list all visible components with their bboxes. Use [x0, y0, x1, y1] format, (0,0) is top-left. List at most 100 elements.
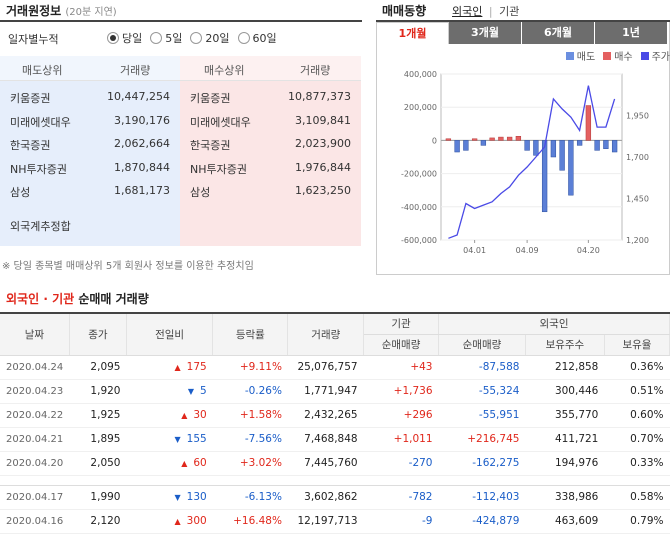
- cell-rate: +9.11%: [212, 355, 288, 380]
- sell-broker-volume: 3,190,176: [114, 113, 170, 127]
- legend-swatch: [640, 51, 649, 60]
- cell-rate: +1.58%: [212, 403, 288, 428]
- legend-label: 주가: [651, 52, 670, 63]
- period-radio-0[interactable]: 당일: [107, 30, 142, 46]
- buy-top-area: [180, 56, 361, 246]
- cell-date: 2020.04.23: [0, 379, 70, 404]
- legend-swatch: [603, 51, 612, 60]
- buy-broker-name: 한국증권: [190, 139, 231, 152]
- net-buy-bar: [489, 137, 495, 141]
- left-axis-tick: 0: [432, 136, 437, 145]
- x-axis-tick: 04.09: [516, 246, 539, 255]
- net-buy-bar: [585, 105, 592, 141]
- table-row: 2020.04.17 1,990 ▼ 130 -6.13% 3,602,862 -782 -1…: [0, 485, 670, 510]
- title-net-volume: 순매매 거래량: [78, 292, 149, 306]
- broker-info-title-text: 거래원정보: [6, 4, 62, 18]
- net-buy-bar: [576, 140, 583, 146]
- tab-period-3[interactable]: 1년: [595, 22, 668, 44]
- th-rate: 등락률: [212, 312, 289, 356]
- tab-period-2[interactable]: 6개월: [522, 22, 595, 44]
- header-buy-top: 매수상위: [204, 64, 245, 77]
- cell-frg-net: -55,951: [438, 403, 526, 428]
- period-radio-1[interactable]: 5일: [150, 30, 182, 46]
- institution-link[interactable]: 기관: [499, 5, 520, 18]
- period-radio-3[interactable]: 60일: [237, 30, 277, 46]
- table-row: 2020.04.23 1,920 ▼ 5 -0.26% 1,771,947 +1,736 -5…: [0, 379, 670, 404]
- cell-frg-hold: 338,986: [525, 485, 605, 510]
- change-value: 130: [186, 491, 207, 503]
- buy-broker-volume: 2,023,900: [295, 137, 351, 150]
- triangle-down-icon: ▼: [174, 435, 181, 444]
- th-frg-ratio: 보유율: [604, 334, 670, 356]
- change-value: 60: [193, 457, 207, 469]
- net-buy-bar: [515, 136, 522, 141]
- left-axis-tick: 200,000: [404, 103, 437, 112]
- cell-date: 2020.04.16: [0, 509, 70, 534]
- cumulative-label: 일자별누적: [8, 33, 59, 46]
- net-buy-bar: [454, 140, 460, 153]
- x-axis-tick: 04.20: [577, 246, 600, 255]
- period-label: 당일: [122, 32, 143, 45]
- net-buy-bar: [506, 136, 513, 141]
- table-row: 2020.04.22 1,925 ▲ 30 +1.58% 2,432,265 +296 -55…: [0, 403, 670, 428]
- table-header-row-2: 순매매량 순매매량 보유주수 보유율: [0, 334, 670, 356]
- radio-circle[interactable]: [190, 32, 203, 44]
- cell-volume: 25,076,757: [287, 355, 364, 380]
- cell-date: 2020.04.24: [0, 355, 70, 380]
- radio-circle[interactable]: [150, 32, 163, 44]
- cell-frg-ratio: 0.79%: [604, 509, 670, 534]
- right-axis-tick: 1,700: [626, 153, 649, 162]
- triangle-down-icon: ▼: [174, 493, 181, 502]
- trade-trend-panel: 매매동향 외국인 | 기관 1개월 3개월 6개월 1년 매도 매수 주가 400,000…: [376, 0, 670, 275]
- net-buy-bar: [611, 140, 618, 153]
- cell-volume: 1,771,947: [287, 379, 364, 404]
- delay-note: (20분 지연): [65, 7, 117, 18]
- sell-broker-name: 미래에셋대우: [10, 115, 71, 129]
- cell-volume: 2,432,265: [287, 403, 364, 428]
- tab-period-0[interactable]: 1개월: [376, 22, 449, 44]
- th-group-foreign: 외국인: [438, 312, 670, 335]
- cell-frg-net: -424,879: [438, 509, 526, 534]
- tab-period-1[interactable]: 3개월: [449, 22, 522, 44]
- radio-circle[interactable]: [237, 32, 250, 44]
- cell-volume: 3,602,862: [287, 485, 364, 510]
- cell-frg-hold: 194,976: [525, 451, 605, 476]
- buy-broker-volume: 3,109,841: [295, 113, 351, 127]
- table-row: 2020.04.21 1,895 ▼ 155 -7.56% 7,468,848 +1,011…: [0, 427, 670, 452]
- buy-broker-name: 키움증권: [190, 92, 231, 105]
- radio-circle[interactable]: [107, 32, 119, 44]
- buy-broker-volume: 1,623,250: [295, 184, 351, 197]
- period-radio-2[interactable]: 20일: [190, 30, 230, 46]
- th-change: 전일비: [126, 312, 214, 356]
- th-date: 날짜: [0, 312, 70, 356]
- cell-frg-hold: 411,721: [525, 427, 605, 452]
- cell-frg-net: -87,588: [438, 355, 526, 380]
- cell-frg-net: +216,745: [438, 427, 526, 452]
- change-value: 5: [200, 385, 207, 397]
- period-radio-group: 당일 5일 20일 60일: [107, 30, 285, 46]
- right-axis-tick: 1,950: [626, 112, 649, 121]
- legend-swatch: [565, 51, 574, 60]
- cell-change: ▼ 130: [126, 485, 213, 510]
- cell-date: 2020.04.21: [0, 427, 70, 452]
- change-value: 155: [186, 433, 207, 445]
- sell-broker-name: 삼성: [10, 186, 31, 199]
- cell-rate: -0.26%: [212, 379, 288, 404]
- cell-frg-hold: 212,858: [525, 355, 605, 380]
- triangle-up-icon: ▲: [174, 517, 181, 526]
- foreign-link[interactable]: 외국인: [452, 5, 483, 18]
- cell-inst-net: -270: [363, 451, 439, 476]
- th-group-institution: 기관: [363, 312, 439, 335]
- net-buy-bar: [594, 140, 600, 151]
- cell-volume: 7,445,760: [287, 451, 364, 476]
- cell-frg-net: -112,403: [438, 485, 526, 510]
- net-buy-bar: [550, 140, 557, 158]
- header-volume-buy: 거래량: [300, 64, 331, 77]
- footnote: ※ 당일 종목별 매매상위 5개 회원사 정보를 이용한 추정치임: [2, 261, 254, 272]
- th-inst-net: 순매매량: [363, 334, 439, 356]
- left-axis-tick: -400,000: [401, 203, 437, 212]
- sell-top-area: [0, 56, 180, 246]
- legend-item: 매도: [565, 48, 595, 63]
- title-institution: 기관: [52, 292, 75, 306]
- cell-close: 2,120: [69, 509, 127, 534]
